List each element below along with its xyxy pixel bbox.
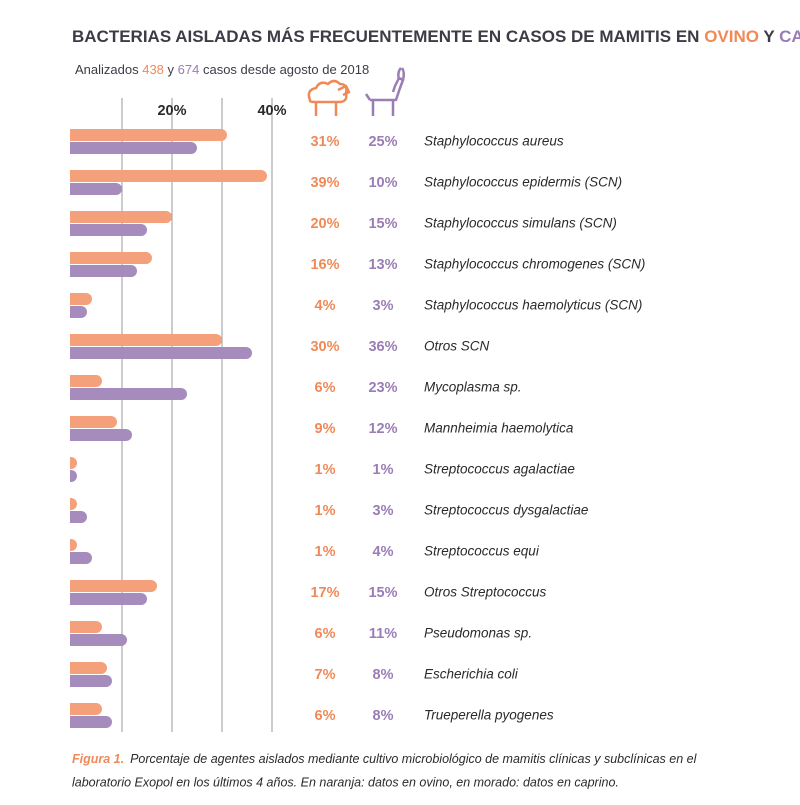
bar (70, 457, 77, 469)
value-label: 9% (315, 421, 336, 437)
value-label: 15% (368, 216, 397, 232)
bar (70, 183, 122, 195)
bar (70, 703, 102, 715)
goat-icon (364, 67, 406, 116)
category-label: Staphylococcus aureus (424, 134, 564, 149)
category-label: Escherichia coli (424, 667, 519, 682)
bar (70, 662, 107, 674)
bar (70, 675, 112, 687)
bar (70, 334, 222, 346)
value-label: 15% (368, 585, 397, 601)
value-label: 31% (310, 134, 339, 150)
bar (70, 716, 112, 728)
category-label: Streptococcus dysgalactiae (424, 503, 588, 518)
value-label: 23% (368, 380, 397, 396)
value-label: 1% (315, 503, 336, 519)
category-label: Staphylococcus chromogenes (SCN) (424, 257, 645, 272)
category-label: Otros SCN (424, 339, 490, 354)
bar (70, 552, 92, 564)
bar (70, 170, 267, 182)
value-label: 6% (315, 626, 336, 642)
bar (70, 634, 127, 646)
bar (70, 498, 77, 510)
value-label: 12% (368, 421, 397, 437)
value-label: 8% (373, 708, 394, 724)
bar (70, 511, 87, 523)
text-part: Figura 1. (72, 752, 124, 766)
bar (70, 375, 102, 387)
category-label: Staphylococcus simulans (SCN) (424, 216, 617, 231)
text-part: 438 (142, 62, 164, 77)
value-label: 16% (310, 257, 339, 273)
bar (70, 306, 87, 318)
bar (70, 224, 147, 236)
text-part: Y (759, 27, 779, 46)
value-label: 39% (310, 175, 339, 191)
value-label: 3% (373, 298, 394, 314)
value-label: 1% (315, 462, 336, 478)
bar (70, 211, 172, 223)
value-label: 36% (368, 339, 397, 355)
text-part: casos desde agosto de 2018 (199, 62, 369, 77)
text-part: CAPRINO (779, 27, 800, 46)
bar (70, 129, 227, 141)
bar (70, 593, 147, 605)
bar (70, 252, 152, 264)
category-label: Mycoplasma sp. (424, 380, 522, 395)
value-label: 25% (368, 134, 397, 150)
text-part: OVINO (704, 27, 759, 46)
category-label: Mannheimia haemolytica (424, 421, 574, 436)
category-label: Streptococcus agalactiae (424, 462, 575, 477)
bar (70, 539, 77, 551)
bar (70, 142, 197, 154)
category-label: Streptococcus equi (424, 544, 540, 559)
chart-title: BACTERIAS AISLADAS MÁS FRECUENTEMENTE EN… (72, 27, 800, 46)
bar (70, 265, 137, 277)
value-label: 3% (373, 503, 394, 519)
value-label: 17% (310, 585, 339, 601)
caption: Figura 1. Porcentaje de agentes aislados … (72, 752, 698, 766)
bar (70, 347, 252, 359)
text-part: BACTERIAS AISLADAS MÁS FRECUENTEMENTE EN… (72, 27, 704, 46)
bar (70, 429, 132, 441)
bar (70, 621, 102, 633)
value-label: 7% (315, 667, 336, 683)
category-label: Staphylococcus epidermis (SCN) (424, 175, 622, 190)
category-label: Staphylococcus haemolyticus (SCN) (424, 298, 642, 313)
value-label: 4% (373, 544, 394, 560)
x-tick-label: 20% (157, 103, 186, 119)
sheep-icon (307, 79, 351, 116)
value-label: 13% (368, 257, 397, 273)
value-label: 20% (310, 216, 339, 232)
category-label: Otros Streptococcus (424, 585, 547, 600)
text-part: Porcentaje de agentes aislados mediante … (130, 752, 697, 766)
text-part: 674 (178, 62, 200, 77)
bar (70, 293, 92, 305)
value-label: 8% (373, 667, 394, 683)
bar (70, 470, 77, 482)
bar (70, 580, 157, 592)
value-label: 10% (368, 175, 397, 191)
value-label: 4% (315, 298, 336, 314)
text-part: y (164, 62, 178, 77)
x-tick-label: 40% (257, 103, 286, 119)
category-label: Pseudomonas sp. (424, 626, 532, 641)
value-label: 6% (315, 708, 336, 724)
text-part: Analizados (75, 62, 142, 77)
chart-subtitle: Analizados 438 y 674 casos desde agosto … (75, 62, 369, 77)
value-label: 30% (310, 339, 339, 355)
value-label: 6% (315, 380, 336, 396)
value-label: 1% (315, 544, 336, 560)
category-label: Trueperella pyogenes (424, 708, 554, 723)
value-label: 1% (373, 462, 394, 478)
value-label: 11% (369, 626, 397, 642)
caption: laboratorio Exopol en los últimos 4 años… (72, 775, 619, 789)
bar (70, 388, 187, 400)
bar (70, 416, 117, 428)
